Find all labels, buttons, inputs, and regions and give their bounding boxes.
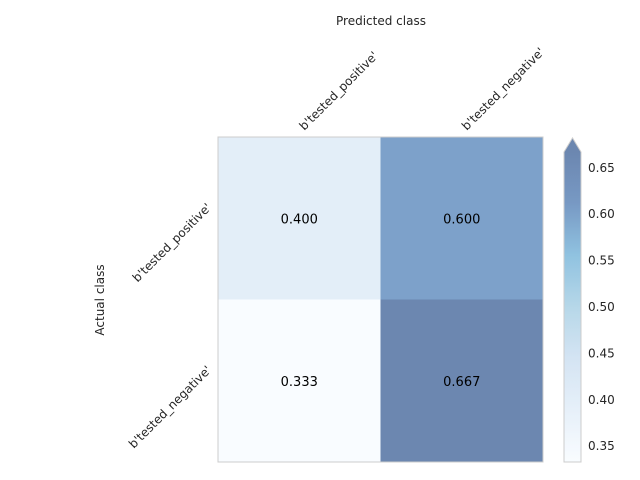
heatmap-cell [380,137,543,300]
colorbar-tick-label: 0.35 [588,439,615,453]
cell-value-label: 0.600 [443,212,480,227]
cell-value-label: 0.333 [281,375,318,390]
colorbar-tick-label: 0.55 [588,254,615,268]
y-axis-label: Actual class [93,264,107,335]
colorbar-tick-label: 0.45 [588,346,615,360]
colorbar-tick-label: 0.40 [588,393,615,407]
colorbar-gradient [564,152,581,462]
y-tick-labels: b'tested_positive' b'tested_negative' [126,200,214,451]
y-tick-label: b'tested_positive' [130,200,214,284]
x-tick-labels: b'tested_positive' b'tested_negative' [296,45,547,133]
colorbar-tick-label: 0.65 [588,161,615,175]
heatmap-cell [380,299,543,462]
x-axis-label: Predicted class [336,14,426,28]
colorbar-tick-label: 0.60 [588,207,615,221]
x-tick-label: b'tested_positive' [296,49,380,133]
y-tick-label: b'tested_negative' [126,363,214,451]
heatmap-cells: 0.400 0.600 0.333 0.667 [217,136,544,463]
x-tick-label: b'tested_negative' [459,45,547,133]
heatmap-frame [217,136,544,463]
cell-value-label: 0.400 [281,212,318,227]
colorbar: 0.35 0.40 0.45 0.50 0.55 0.60 0.65 [563,137,615,463]
heatmap-cell [218,137,381,300]
colorbar-tick-label: 0.50 [588,300,615,314]
colorbar-extend-arrow [564,138,581,152]
colorbar-frame [563,137,582,463]
heatmap-cell [218,299,381,462]
cell-value-label: 0.667 [443,375,480,390]
